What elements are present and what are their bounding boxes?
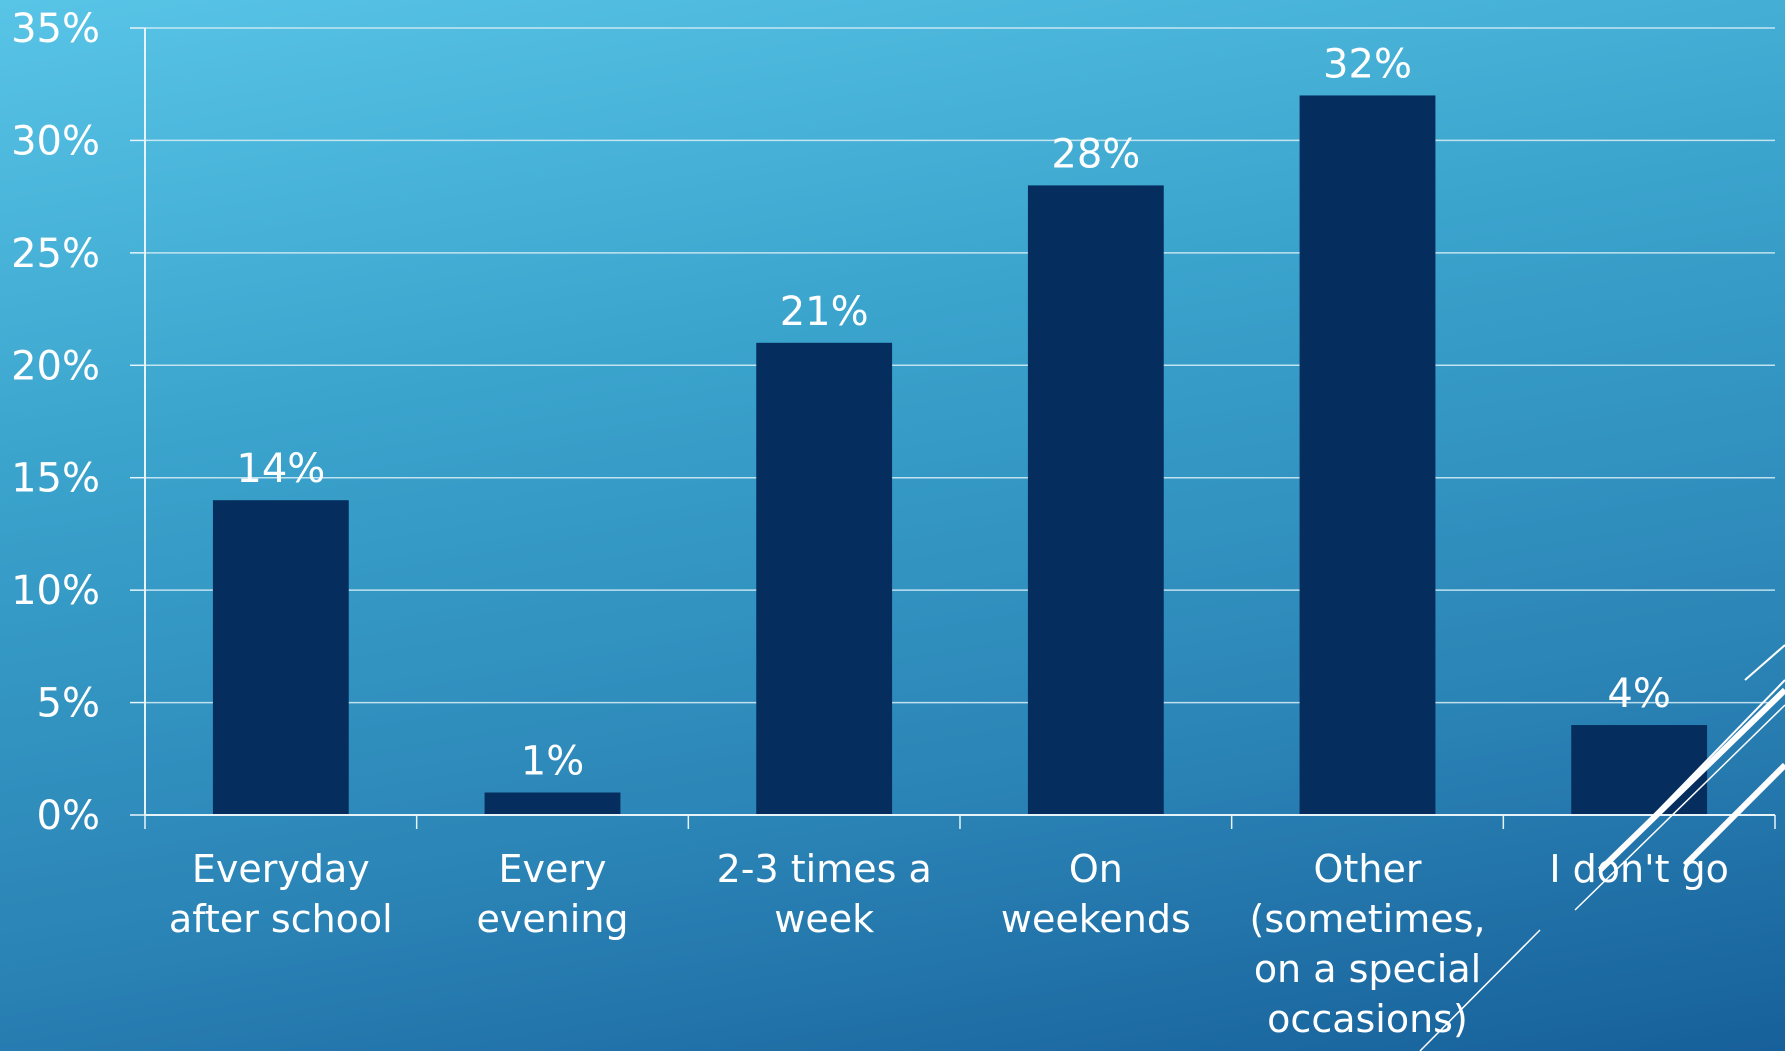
y-tick-label: 30% [11, 118, 100, 164]
y-tick-label: 0% [37, 793, 100, 839]
category-label-line: (sometimes, [1250, 897, 1486, 941]
decor-stripe [1744, 644, 1785, 681]
category-label: 2-3 times a week [717, 847, 932, 941]
category-labels: Everyday after school Every evening 2-3 time… [169, 847, 1729, 1041]
category-label-line: I don't go [1549, 847, 1729, 891]
data-label: 21% [780, 289, 869, 335]
decor-stripe [1574, 704, 1785, 911]
category-label-line: occasions) [1267, 997, 1468, 1041]
gridlines [130, 27, 1775, 816]
bars [212, 95, 1708, 815]
category-label-line: 2-3 times a [717, 847, 932, 891]
category-label: On weekends [1001, 847, 1191, 941]
category-label: Other (sometimes, on a special occasions) [1250, 847, 1486, 1041]
category-label: I don't go [1549, 847, 1729, 891]
y-tick-label: 5% [37, 681, 100, 727]
bar [1027, 185, 1164, 815]
category-label: Everyday after school [169, 847, 393, 941]
category-label-line: Everyday [192, 847, 370, 891]
data-label: 14% [236, 446, 325, 492]
data-label: 32% [1323, 41, 1412, 87]
category-label-line: evening [476, 897, 628, 941]
y-tick-label: 25% [11, 231, 100, 277]
bar [756, 342, 893, 815]
category-label-line: on a special [1254, 947, 1481, 991]
data-label: 28% [1051, 131, 1140, 177]
bar [484, 792, 621, 815]
decor-stripe [1419, 929, 1541, 1051]
category-label: Every evening [476, 847, 628, 941]
category-label-line: weekends [1001, 897, 1191, 941]
data-labels: 14% 1% 21% 28% 32% 4% [236, 41, 1671, 784]
bar [1571, 725, 1708, 815]
y-tick-label: 10% [11, 568, 100, 614]
category-label-line: On [1069, 847, 1123, 891]
category-label-line: week [774, 897, 874, 941]
bar [1299, 95, 1436, 815]
y-tick-label: 15% [11, 456, 100, 502]
category-label-line: Every [499, 847, 607, 891]
data-label: 1% [521, 739, 584, 785]
category-label-line: after school [169, 897, 393, 941]
decor-stripe [1682, 762, 1785, 868]
data-label: 4% [1607, 671, 1670, 717]
bar [212, 500, 349, 815]
category-label-line: Other [1314, 847, 1422, 891]
y-tick-label: 20% [11, 343, 100, 389]
decor-stripe [1614, 679, 1785, 856]
y-axis-tick-labels: 0% 5% 10% 15% 20% 25% 30% 35% [11, 6, 100, 839]
y-tick-label: 35% [11, 6, 100, 52]
axes [144, 28, 1776, 829]
decorative-stripes [1419, 644, 1785, 1051]
